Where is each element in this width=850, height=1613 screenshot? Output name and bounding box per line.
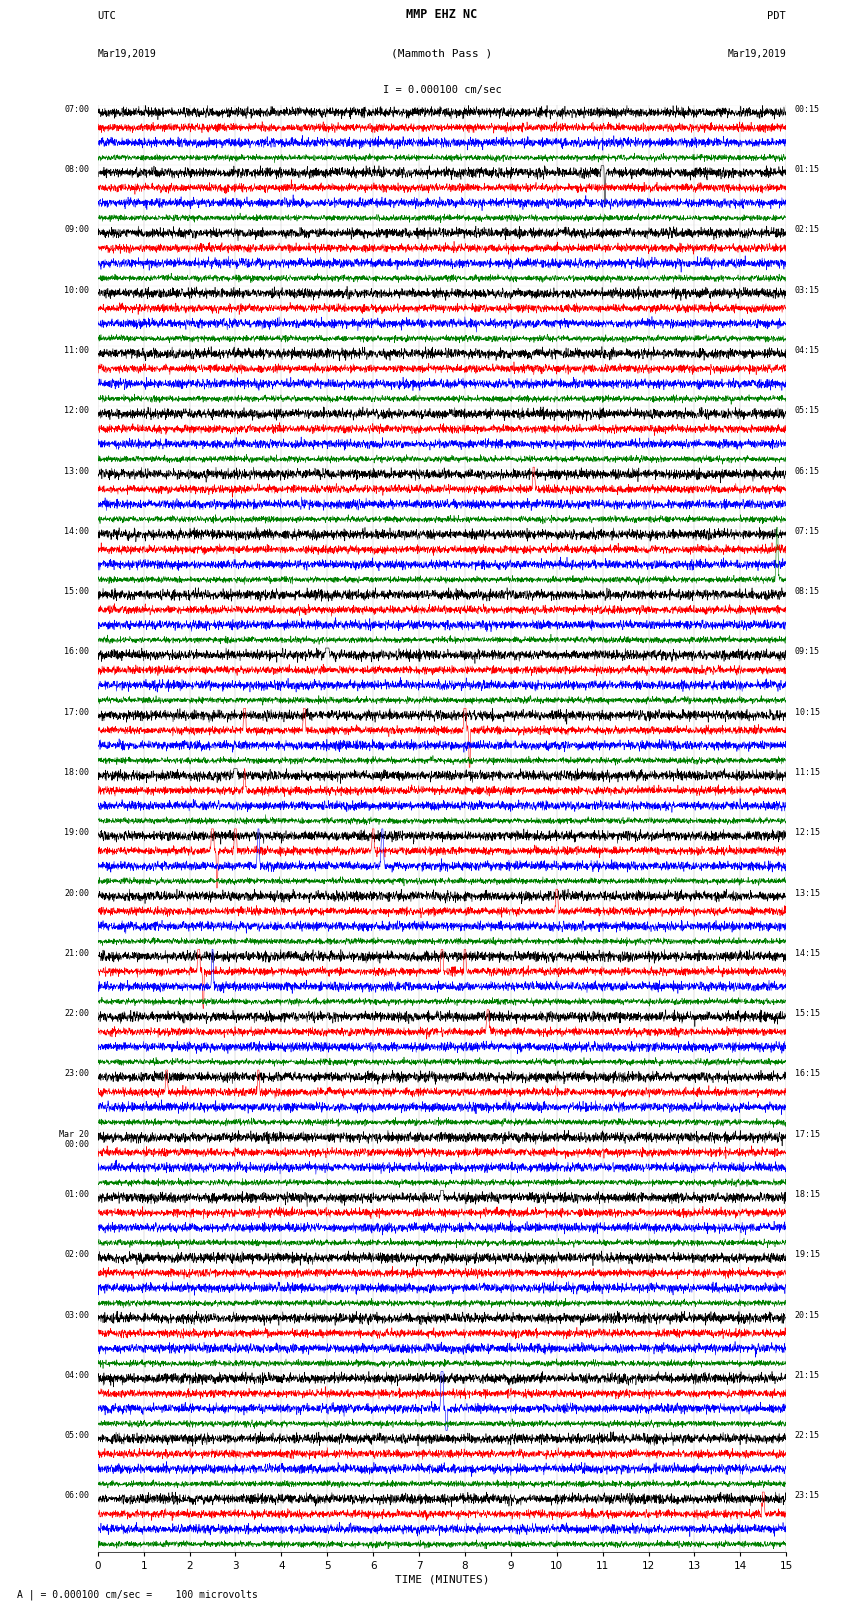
Text: 18:15: 18:15 <box>795 1190 819 1198</box>
X-axis label: TIME (MINUTES): TIME (MINUTES) <box>394 1574 490 1586</box>
Text: 21:00: 21:00 <box>65 948 89 958</box>
Text: 04:15: 04:15 <box>795 347 819 355</box>
Text: 07:15: 07:15 <box>795 527 819 536</box>
Text: 20:00: 20:00 <box>65 889 89 897</box>
Text: I = 0.000100 cm/sec: I = 0.000100 cm/sec <box>382 85 501 95</box>
Text: 21:15: 21:15 <box>795 1371 819 1379</box>
Text: 07:00: 07:00 <box>65 105 89 115</box>
Text: 08:15: 08:15 <box>795 587 819 597</box>
Text: 11:15: 11:15 <box>795 768 819 777</box>
Text: 14:00: 14:00 <box>65 527 89 536</box>
Text: 22:15: 22:15 <box>795 1431 819 1440</box>
Text: 02:00: 02:00 <box>65 1250 89 1260</box>
Text: 11:00: 11:00 <box>65 347 89 355</box>
Text: 04:00: 04:00 <box>65 1371 89 1379</box>
Text: 13:00: 13:00 <box>65 466 89 476</box>
Text: 23:15: 23:15 <box>795 1492 819 1500</box>
Text: 23:00: 23:00 <box>65 1069 89 1079</box>
Text: 20:15: 20:15 <box>795 1310 819 1319</box>
Text: 18:00: 18:00 <box>65 768 89 777</box>
Text: 01:15: 01:15 <box>795 165 819 174</box>
Text: 15:00: 15:00 <box>65 587 89 597</box>
Text: 13:15: 13:15 <box>795 889 819 897</box>
Text: 16:15: 16:15 <box>795 1069 819 1079</box>
Text: 09:15: 09:15 <box>795 647 819 656</box>
Text: 14:15: 14:15 <box>795 948 819 958</box>
Text: 03:00: 03:00 <box>65 1310 89 1319</box>
Text: A | = 0.000100 cm/sec =    100 microvolts: A | = 0.000100 cm/sec = 100 microvolts <box>17 1589 258 1600</box>
Text: 19:00: 19:00 <box>65 829 89 837</box>
Text: PDT: PDT <box>768 11 786 21</box>
Text: 10:15: 10:15 <box>795 708 819 716</box>
Text: 10:00: 10:00 <box>65 286 89 295</box>
Text: 06:00: 06:00 <box>65 1492 89 1500</box>
Text: 08:00: 08:00 <box>65 165 89 174</box>
Text: 00:15: 00:15 <box>795 105 819 115</box>
Text: 16:00: 16:00 <box>65 647 89 656</box>
Text: 05:00: 05:00 <box>65 1431 89 1440</box>
Text: 17:00: 17:00 <box>65 708 89 716</box>
Text: Mar19,2019: Mar19,2019 <box>728 48 786 58</box>
Text: 09:00: 09:00 <box>65 226 89 234</box>
Text: 06:15: 06:15 <box>795 466 819 476</box>
Text: Mar 20
00:00: Mar 20 00:00 <box>60 1129 89 1148</box>
Text: 17:15: 17:15 <box>795 1129 819 1139</box>
Text: (Mammoth Pass ): (Mammoth Pass ) <box>391 48 493 58</box>
Text: 02:15: 02:15 <box>795 226 819 234</box>
Text: 01:00: 01:00 <box>65 1190 89 1198</box>
Text: 19:15: 19:15 <box>795 1250 819 1260</box>
Text: MMP EHZ NC: MMP EHZ NC <box>406 8 478 21</box>
Text: 12:00: 12:00 <box>65 406 89 415</box>
Text: 05:15: 05:15 <box>795 406 819 415</box>
Text: 03:15: 03:15 <box>795 286 819 295</box>
Text: 22:00: 22:00 <box>65 1010 89 1018</box>
Text: 12:15: 12:15 <box>795 829 819 837</box>
Text: Mar19,2019: Mar19,2019 <box>98 48 156 58</box>
Text: 15:15: 15:15 <box>795 1010 819 1018</box>
Text: UTC: UTC <box>98 11 116 21</box>
